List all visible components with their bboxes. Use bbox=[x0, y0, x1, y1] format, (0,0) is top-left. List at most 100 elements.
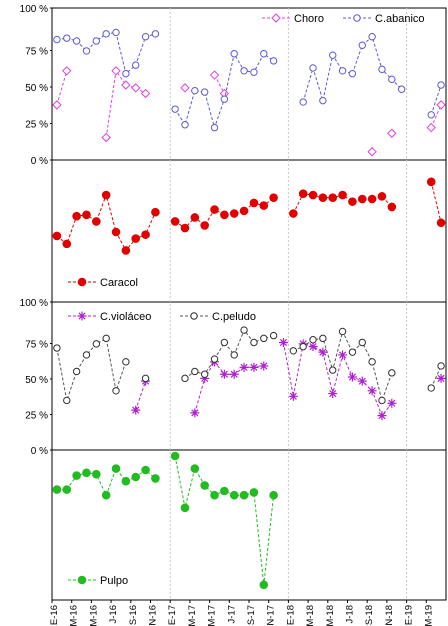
marker bbox=[200, 88, 209, 96]
marker bbox=[338, 327, 347, 336]
marker bbox=[260, 334, 268, 343]
x-tick-label: J-18 bbox=[345, 605, 356, 623]
legend: Choro C.abanico bbox=[262, 13, 425, 25]
x-tick-label: M-18 bbox=[325, 605, 336, 626]
marker bbox=[348, 69, 357, 78]
marker bbox=[180, 503, 190, 513]
marker bbox=[378, 396, 386, 405]
marker bbox=[210, 205, 219, 214]
marker bbox=[92, 37, 101, 45]
y-tick-label: 75 % bbox=[25, 47, 48, 58]
y-tick-label: 50 % bbox=[25, 83, 48, 94]
marker bbox=[220, 95, 229, 103]
marker bbox=[426, 122, 436, 133]
marker bbox=[437, 81, 445, 89]
marker bbox=[121, 476, 131, 486]
series-Choro bbox=[52, 66, 446, 157]
marker bbox=[52, 100, 62, 110]
marker bbox=[249, 198, 259, 208]
marker bbox=[271, 13, 281, 23]
marker bbox=[122, 358, 130, 366]
legend-label: Pulpo bbox=[100, 575, 128, 587]
x-tick-label: E-17 bbox=[167, 605, 178, 625]
marker bbox=[200, 370, 209, 378]
series-line bbox=[56, 329, 442, 403]
marker bbox=[318, 347, 328, 357]
marker bbox=[298, 189, 308, 199]
marker bbox=[278, 338, 288, 347]
series-C.violáceo bbox=[131, 338, 446, 421]
legend-label: Caracol bbox=[100, 277, 138, 289]
marker bbox=[328, 389, 338, 399]
marker bbox=[220, 486, 229, 496]
marker bbox=[77, 277, 87, 287]
marker bbox=[141, 33, 150, 41]
x-tick-label: S-16 bbox=[128, 605, 139, 625]
marker bbox=[260, 50, 268, 58]
marker bbox=[250, 338, 258, 347]
legend-entry: C.abanico bbox=[343, 13, 425, 25]
series-Caracol bbox=[52, 177, 446, 255]
marker bbox=[72, 471, 81, 480]
marker bbox=[101, 190, 111, 200]
marker bbox=[131, 234, 141, 243]
panel-choro-abanico: 0 % 25 % 50 % 75 % 100 % Choro C.abanico bbox=[20, 4, 446, 167]
legend-label: C.abanico bbox=[375, 13, 425, 25]
marker bbox=[190, 408, 200, 418]
marker bbox=[299, 342, 307, 351]
x-tick-label: M-16 bbox=[88, 605, 99, 626]
marker bbox=[140, 88, 151, 99]
marker bbox=[427, 384, 435, 392]
marker bbox=[338, 350, 348, 360]
marker bbox=[357, 376, 367, 386]
marker bbox=[52, 231, 62, 241]
x-tick-label: S-17 bbox=[246, 605, 257, 625]
marker bbox=[171, 105, 179, 113]
marker bbox=[180, 83, 190, 93]
x-tick-label: M-19 bbox=[423, 605, 434, 626]
marker bbox=[53, 344, 61, 352]
marker bbox=[151, 474, 160, 483]
x-tick-label: N-17 bbox=[266, 605, 277, 626]
marker bbox=[101, 490, 111, 500]
marker bbox=[210, 355, 219, 363]
legend-label: C.violáceo bbox=[100, 311, 151, 323]
marker bbox=[437, 362, 445, 370]
marker bbox=[249, 362, 259, 372]
marker bbox=[436, 218, 446, 228]
legend: C.violáceo C.peludo bbox=[68, 311, 256, 323]
marker bbox=[141, 230, 150, 239]
marker bbox=[122, 69, 130, 78]
marker bbox=[358, 338, 366, 347]
marker bbox=[53, 35, 61, 44]
marker bbox=[181, 121, 189, 129]
marker bbox=[210, 123, 219, 132]
marker bbox=[436, 100, 446, 110]
marker bbox=[239, 490, 249, 500]
marker bbox=[377, 192, 387, 201]
marker bbox=[190, 312, 198, 320]
panel-caracol: Caracol bbox=[52, 177, 446, 289]
marker bbox=[368, 358, 376, 366]
marker bbox=[121, 246, 131, 255]
marker bbox=[427, 111, 435, 119]
x-tick-label: M-17 bbox=[187, 605, 198, 626]
marker bbox=[92, 340, 101, 348]
marker bbox=[259, 361, 269, 371]
x-tick-label: M-16 bbox=[69, 605, 80, 626]
marker bbox=[347, 372, 357, 382]
marker bbox=[111, 464, 121, 473]
marker bbox=[269, 57, 278, 65]
marker bbox=[328, 193, 338, 202]
marker bbox=[240, 67, 248, 75]
series-line bbox=[56, 31, 442, 130]
marker bbox=[367, 386, 377, 396]
marker bbox=[338, 67, 347, 75]
marker bbox=[308, 342, 318, 352]
marker bbox=[357, 194, 367, 204]
legend: Pulpo bbox=[68, 575, 128, 587]
y-tick-label: 50 % bbox=[25, 375, 48, 386]
marker bbox=[377, 411, 387, 421]
marker bbox=[269, 490, 278, 500]
marker bbox=[92, 217, 101, 226]
